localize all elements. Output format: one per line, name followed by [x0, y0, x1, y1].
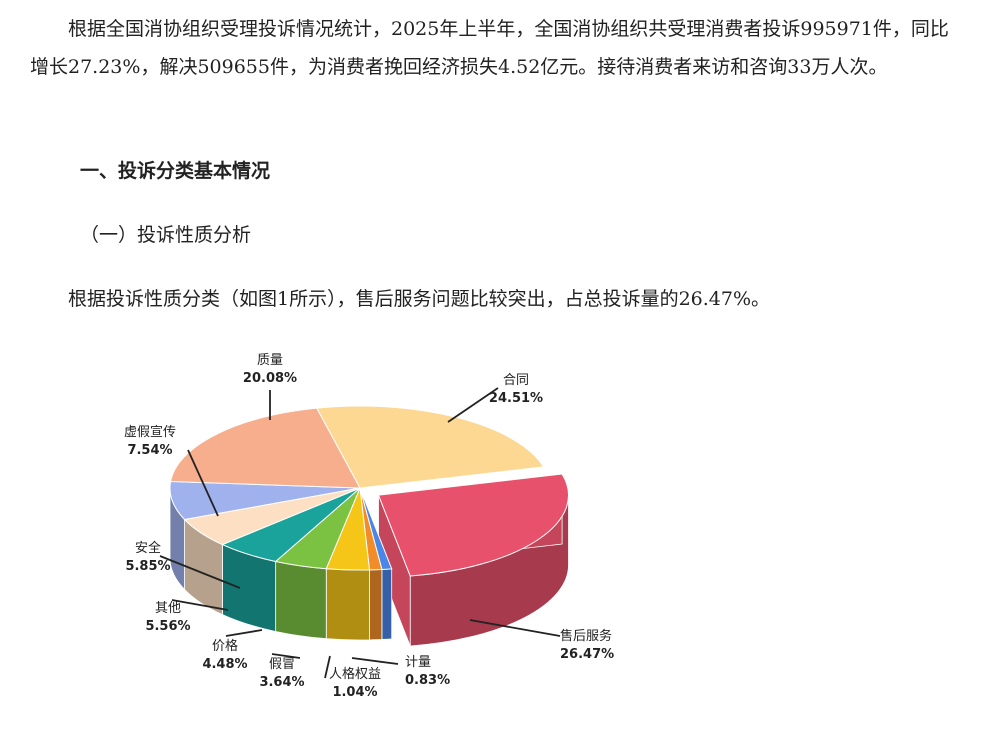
slice-side-4 — [275, 560, 327, 640]
slice-value-label: 5.85% — [125, 559, 170, 574]
leader-line-1 — [351, 657, 399, 665]
slice-value-label: 7.54% — [127, 443, 172, 458]
slice-name-label: 假冒 — [269, 657, 295, 672]
slice-value-label: 24.51% — [489, 391, 543, 406]
slice-name-label: 合同 — [503, 373, 529, 388]
slice-value-label: 0.83% — [405, 673, 450, 688]
leader-line-6 — [159, 555, 241, 589]
slice-9 — [316, 405, 545, 489]
slice-value-label: 3.64% — [259, 675, 304, 690]
leader-line-9 — [447, 387, 499, 423]
slice-name-label: 计量 — [405, 655, 431, 670]
slice-name-label: 售后服务 — [560, 628, 612, 644]
slice-side-2 — [369, 569, 383, 641]
slice-name-label: 价格 — [212, 638, 238, 654]
slice-value-label: 4.48% — [202, 657, 247, 672]
leader-line-5 — [171, 599, 229, 611]
slice-name-label: 质量 — [257, 353, 283, 368]
leader-line-7 — [187, 449, 219, 517]
slice-labels: 售后服务 26.47% 计量 0.83% 人格权益 1.04% 假冒 3.64% 价格 4.48%… — [124, 353, 614, 700]
section-title: 一、投诉分类基本情况 — [80, 160, 271, 182]
leader-line-0 — [469, 619, 561, 637]
leader-lines — [159, 387, 561, 679]
slice-8 — [170, 407, 361, 489]
slice-side-1 — [381, 568, 393, 640]
leader-line-3 — [271, 653, 301, 659]
leader-line-4 — [225, 629, 263, 637]
intro-paragraph: 根据全国消协组织受理投诉情况统计，2025年上半年，全国消协组织共受理消费者投诉… — [30, 18, 949, 78]
slice-name-label: 其他 — [155, 601, 181, 616]
slice-value-label: 5.56% — [145, 619, 190, 634]
slice-name-label: 安全 — [135, 540, 161, 556]
slice-name-label: 虚假宣传 — [124, 424, 176, 440]
lead-paragraph: 根据投诉性质分类（如图1所示），售后服务问题比较突出，占总投诉量的26.47%。 — [68, 288, 771, 310]
pie-chart: 售后服务 26.47% 计量 0.83% 人格权益 1.04% 假冒 3.64% 价格 4.48%… — [124, 353, 614, 700]
leader-line-2 — [324, 655, 331, 679]
pie-slices — [169, 405, 569, 647]
slice-side-3 — [325, 568, 370, 641]
subsection-title: （一）投诉性质分析 — [80, 224, 252, 246]
slice-value-label: 20.08% — [243, 371, 297, 386]
slice-value-label: 26.47% — [560, 647, 614, 662]
slice-name-label: 人格权益 — [329, 666, 381, 682]
slice-value-label: 1.04% — [332, 685, 377, 700]
slice-0 — [377, 473, 569, 577]
